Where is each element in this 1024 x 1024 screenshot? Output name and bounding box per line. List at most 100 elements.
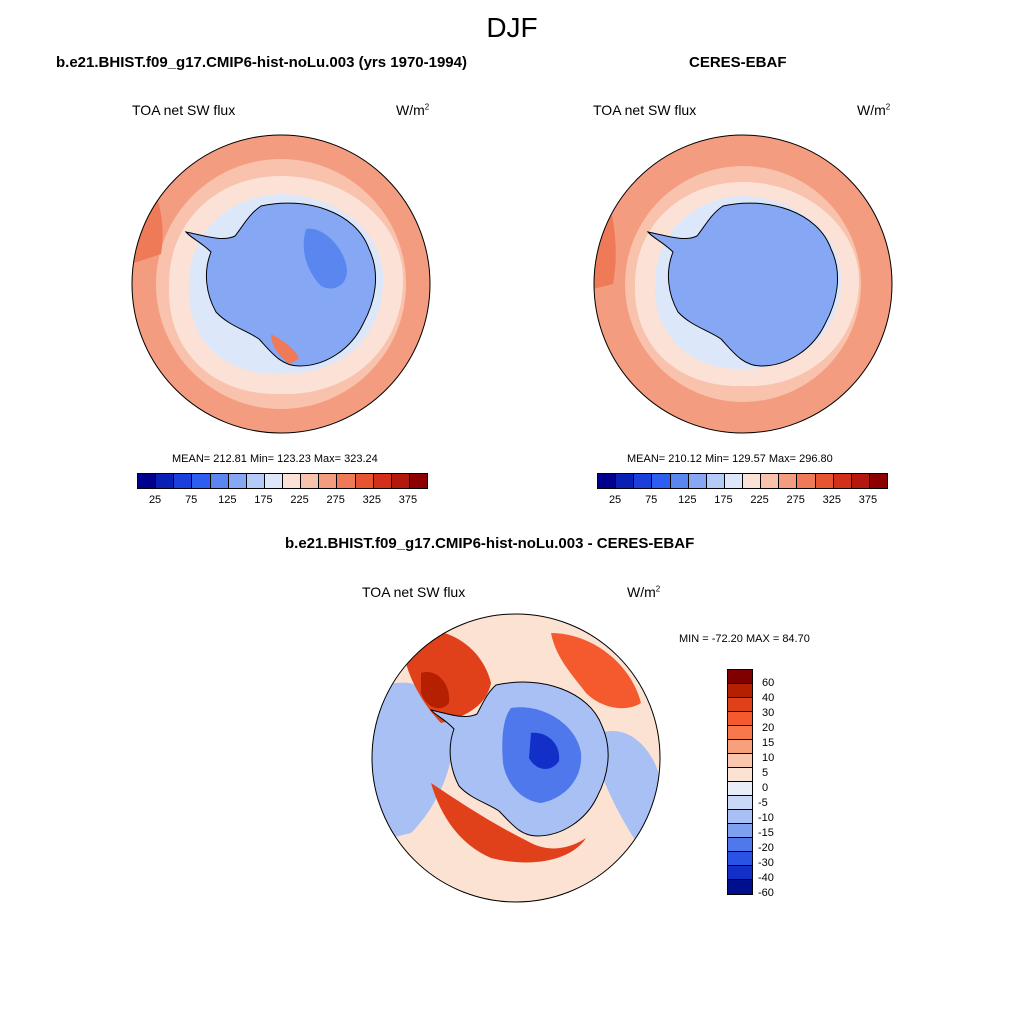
colorbar-swatch [869,474,887,488]
colorbar-tick-label: -40 [758,872,774,884]
colorbar-swatch [652,474,671,488]
colorbar-swatch [728,670,752,684]
colorbar-swatch [728,698,752,712]
colorbar-tick-label: 60 [762,677,775,689]
colorbar-swatch [706,474,725,488]
colorbar-swatch [634,474,653,488]
colorbar-difference-ticks: 60 40 30 20 15 10 5 0 -5 -10 -15 -20 -30 -40 -60 [758,669,798,909]
colorbar-swatch [728,852,752,866]
colorbar-swatch [779,474,798,488]
colorbar-tick-label: 75 [645,494,658,506]
colorbar-swatch [391,474,410,488]
colorbar-tick-label: 30 [762,707,775,719]
colorbar-swatch [728,810,752,824]
colorbar-swatch [728,712,752,726]
colorbar-tick-label: 325 [362,494,381,506]
panel-2-variable: TOA net SW flux [593,102,697,118]
colorbar-tick-label: 40 [762,692,775,704]
colorbar-tick-label: 5 [762,767,769,779]
panel-3-title: b.e21.BHIST.f09_g17.CMIP6-hist-noLu.003 … [285,535,695,552]
colorbar-swatch [833,474,852,488]
colorbar-swatch [728,768,752,782]
colorbar-model [137,473,428,489]
map-model [131,134,431,434]
colorbar-swatch [815,474,834,488]
colorbar-tick-label: 375 [858,494,878,506]
panel-1-variable: TOA net SW flux [132,102,236,118]
colorbar-tick-label: 325 [822,494,841,506]
colorbar-tick-label: 225 [750,494,769,506]
colorbar-tick-label: 20 [762,722,775,734]
colorbar-swatch [156,474,175,488]
panel-3-units: W/m2 [627,584,661,600]
colorbar-swatch [728,880,752,894]
colorbar-swatch [688,474,707,488]
colorbar-tick-label: 275 [326,494,345,506]
colorbar-swatch [192,474,211,488]
colorbar-swatch [246,474,265,488]
colorbar-tick-label: 175 [714,494,733,506]
colorbar-swatch [728,754,752,768]
colorbar-swatch [337,474,356,488]
figure-title: DJF [486,12,538,43]
colorbar-tick-label: -15 [758,827,774,839]
colorbar-model-ticks: 25 75 125 175 225 275 325 375 [137,494,426,508]
map-obs [593,134,893,434]
panel-3-stats: MIN = -72.20 MAX = 84.70 [679,633,810,645]
panel-1-units: W/m2 [396,102,430,118]
colorbar-swatch [210,474,229,488]
colorbar-tick-label: 175 [254,494,273,506]
colorbar-tick-label: -60 [758,887,774,899]
colorbar-tick-label: 225 [290,494,309,506]
colorbar-swatch [851,474,870,488]
colorbar-swatch [301,474,320,488]
colorbar-swatch [355,474,374,488]
colorbar-tick-label: 125 [678,494,697,506]
colorbar-difference [727,669,753,895]
colorbar-tick-label: -30 [758,857,774,869]
panel-2-units: W/m2 [857,102,891,118]
colorbar-swatch [728,796,752,810]
panel-1-title: b.e21.BHIST.f09_g17.CMIP6-hist-noLu.003 … [56,54,467,71]
colorbar-swatch [616,474,635,488]
colorbar-swatch [743,474,762,488]
colorbar-swatch [728,740,752,754]
colorbar-swatch [228,474,247,488]
colorbar-swatch [728,684,752,698]
colorbar-tick-label: 375 [398,494,418,506]
colorbar-tick-label: -20 [758,842,774,854]
colorbar-swatch [724,474,743,488]
colorbar-swatch [728,726,752,740]
map-difference [371,613,661,903]
colorbar-tick-label: 0 [762,782,769,794]
colorbar-swatch [670,474,689,488]
colorbar-tick-label: 15 [762,737,775,749]
panel-2-title: CERES-EBAF [689,54,787,71]
colorbar-swatch [728,838,752,852]
colorbar-swatch [797,474,816,488]
colorbar-tick-label: -10 [758,812,774,824]
colorbar-swatch [138,474,157,488]
colorbar-tick-label: 275 [786,494,805,506]
colorbar-obs-ticks: 25 75 125 175 225 275 325 375 [597,494,886,508]
colorbar-tick-label: 75 [185,494,198,506]
colorbar-swatch [319,474,338,488]
colorbar-swatch [761,474,780,488]
colorbar-obs [597,473,888,489]
panel-1-stats: MEAN= 212.81 Min= 123.23 Max= 323.24 [172,453,378,465]
colorbar-swatch [598,474,617,488]
colorbar-swatch [728,866,752,880]
panel-2-stats: MEAN= 210.12 Min= 129.57 Max= 296.80 [627,453,833,465]
colorbar-swatch [283,474,302,488]
colorbar-tick-label: 25 [608,494,622,506]
colorbar-tick-label: 10 [762,752,775,764]
colorbar-swatch [373,474,392,488]
colorbar-swatch [728,782,752,796]
colorbar-tick-label: -5 [758,797,768,809]
colorbar-swatch [409,474,427,488]
colorbar-swatch [728,824,752,838]
colorbar-swatch [264,474,283,488]
colorbar-swatch [174,474,193,488]
colorbar-tick-label: 25 [148,494,162,506]
colorbar-tick-label: 125 [218,494,237,506]
